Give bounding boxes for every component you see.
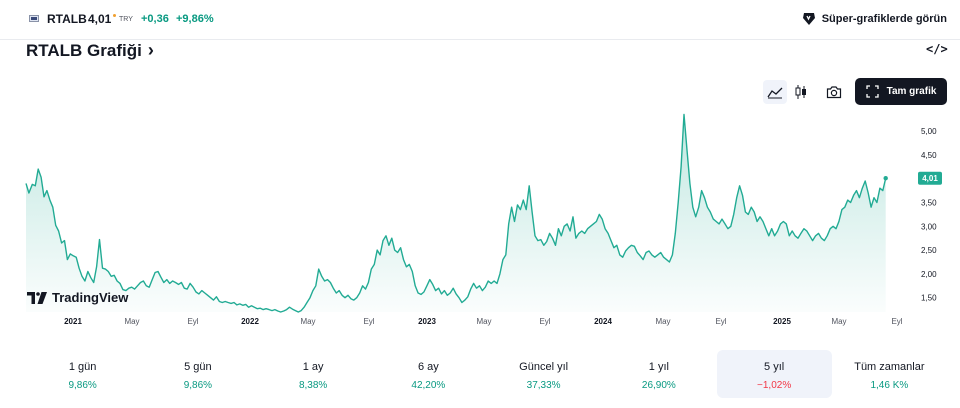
period-label: 1 ay bbox=[302, 361, 324, 373]
price-chart[interactable]: 5,004,504,003,503,002,502,001,50 2021May… bbox=[0, 112, 960, 334]
period-change-value: 8,38% bbox=[298, 380, 328, 391]
period-button-2[interactable]: 1 ay 8,38% bbox=[256, 350, 371, 398]
period-change-value: 26,90% bbox=[641, 380, 676, 391]
x-tick-label: 2022 bbox=[241, 317, 259, 326]
full-chart-button[interactable]: Tam grafik bbox=[855, 78, 947, 105]
y-tick-label: 2,00 bbox=[921, 270, 937, 279]
super-charts-label: Süper-grafiklerde görün bbox=[821, 13, 947, 25]
period-performance-bar: 1 gün 9,86% 5 gün 9,86% 1 ay 8,38% 6 ay 42,20% G… bbox=[25, 350, 947, 398]
y-tick-label: 5,00 bbox=[921, 127, 937, 136]
x-tick-label: May bbox=[124, 317, 139, 326]
x-tick-label: Eyl bbox=[539, 317, 550, 326]
embed-code-button[interactable]: </> bbox=[926, 42, 948, 56]
period-button-5[interactable]: 1 yıl 26,90% bbox=[601, 350, 716, 398]
period-change-value: 1,46 K% bbox=[870, 380, 909, 391]
y-tick-label: 4,50 bbox=[921, 151, 937, 160]
country-flag-icon bbox=[29, 15, 39, 22]
period-button-7[interactable]: Tüm zamanlar 1,46 K% bbox=[832, 350, 947, 398]
symbol-name[interactable]: RTALB bbox=[47, 12, 87, 26]
candles-icon bbox=[795, 85, 806, 99]
y-tick-label: 2,50 bbox=[921, 246, 937, 255]
super-charts-link[interactable]: Süper-grafiklerde görün bbox=[802, 12, 947, 26]
super-charts-icon bbox=[802, 13, 815, 25]
y-tick-label: 3,00 bbox=[921, 222, 937, 231]
full-chart-label: Tam grafik bbox=[886, 86, 937, 97]
x-tick-label: May bbox=[300, 317, 315, 326]
period-change-value: −1,02% bbox=[757, 380, 792, 391]
area-chart-icon bbox=[767, 87, 783, 99]
price-change: +0,36 bbox=[141, 13, 169, 25]
camera-icon bbox=[826, 86, 842, 99]
y-tick-label: 3,50 bbox=[921, 199, 937, 208]
chart-section-title[interactable]: RTALB Grafiği › bbox=[26, 40, 154, 61]
currency-label: TRY bbox=[119, 16, 133, 23]
candles-chart-button[interactable] bbox=[789, 80, 813, 104]
market-status-dot-icon bbox=[113, 14, 116, 17]
period-label: Tüm zamanlar bbox=[854, 361, 925, 373]
period-button-3[interactable]: 6 ay 42,20% bbox=[371, 350, 486, 398]
symbol-header-bar: RTALB 4,01 TRY +0,36 +9,86% Süper-grafik… bbox=[0, 0, 960, 40]
x-tick-label: Eyl bbox=[363, 317, 374, 326]
last-price-badge bbox=[918, 171, 942, 185]
period-change-value: 42,20% bbox=[411, 380, 446, 391]
period-label: 5 gün bbox=[184, 361, 212, 373]
x-tick-label: Eyl bbox=[187, 317, 198, 326]
period-label: 1 gün bbox=[68, 361, 97, 373]
last-price-point bbox=[883, 176, 888, 181]
tradingview-logo: TradingView bbox=[27, 290, 128, 305]
period-change-value: 9,86% bbox=[68, 380, 97, 391]
period-change-value: 37,33% bbox=[526, 380, 561, 391]
tradingview-logo-icon bbox=[27, 291, 47, 304]
x-tick-label: Eyl bbox=[891, 317, 902, 326]
last-price-badge-label: 4,01 bbox=[922, 174, 938, 183]
period-label: 1 yıl bbox=[648, 361, 669, 373]
price-line bbox=[25, 113, 887, 313]
x-tick-label: May bbox=[476, 317, 491, 326]
chevron-right-icon: › bbox=[147, 40, 154, 60]
x-tick-label: 2023 bbox=[418, 317, 436, 326]
x-tick-label: May bbox=[655, 317, 670, 326]
snapshot-button[interactable] bbox=[822, 80, 846, 104]
x-tick-label: Eyl bbox=[715, 317, 726, 326]
price-area-fill bbox=[26, 114, 886, 313]
x-tick-label: 2021 bbox=[64, 317, 82, 326]
watermark-text: TradingView bbox=[52, 290, 129, 305]
period-change-value: 9,86% bbox=[183, 380, 213, 391]
area-chart-button[interactable] bbox=[763, 80, 787, 104]
fullscreen-icon bbox=[865, 85, 879, 98]
x-tick-label: May bbox=[831, 317, 846, 326]
last-price: 4,01 bbox=[88, 12, 112, 26]
period-button-4[interactable]: Güncel yıl 37,33% bbox=[486, 350, 601, 398]
period-button-0[interactable]: 1 gün 9,86% bbox=[25, 350, 140, 398]
price-change-percent: +9,86% bbox=[176, 13, 214, 25]
period-button-1[interactable]: 5 gün 9,86% bbox=[140, 350, 255, 398]
period-button-6[interactable]: 5 yıl −1,02% bbox=[716, 350, 832, 398]
chart-title-text: RTALB Grafiği bbox=[26, 40, 142, 60]
x-tick-label: 2024 bbox=[594, 317, 612, 326]
x-tick-label: 2025 bbox=[773, 317, 791, 326]
period-label: 5 yıl bbox=[764, 361, 785, 373]
period-label: Güncel yıl bbox=[519, 361, 569, 373]
y-tick-label: 1,50 bbox=[921, 294, 937, 303]
period-label: 6 ay bbox=[417, 361, 439, 373]
